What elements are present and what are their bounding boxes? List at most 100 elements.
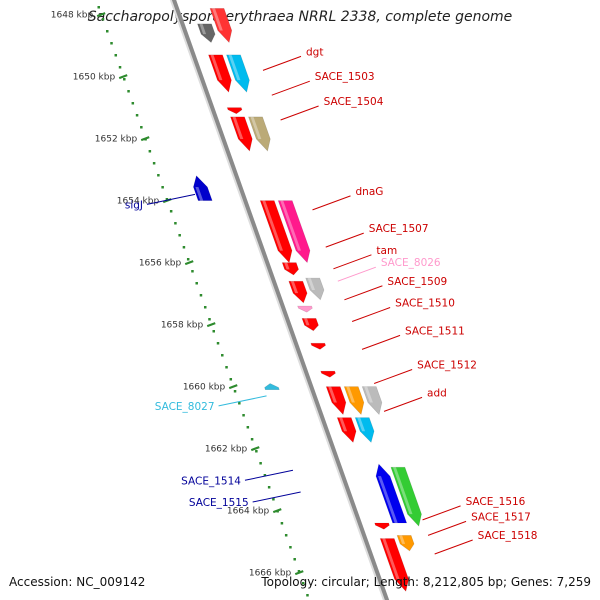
feature-shape[interactable] (226, 107, 243, 115)
ruler-dot (186, 258, 190, 261)
ruler-dot (289, 546, 292, 549)
feature-label-text[interactable]: dnaG (356, 186, 384, 198)
feature-shape[interactable] (264, 383, 280, 391)
feature-arrow-sace_1507[interactable] (281, 262, 299, 276)
feature-arrow[interactable] (343, 386, 365, 416)
feature-arrow-dgt[interactable] (208, 54, 232, 93)
feature-shape[interactable] (310, 342, 326, 350)
ruler-dot (191, 270, 194, 273)
feature-shape[interactable] (301, 318, 319, 332)
feature-label-tam[interactable]: tam (333, 245, 397, 270)
feature-arrow[interactable] (226, 107, 243, 115)
feature-shape[interactable] (230, 116, 253, 152)
feature-shape[interactable] (197, 23, 216, 43)
feature-label-sace_1503[interactable]: SACE_1503 (271, 71, 375, 96)
feature-shape[interactable] (396, 535, 415, 552)
feature-shape[interactable] (320, 370, 336, 378)
feature-shape[interactable] (390, 466, 422, 527)
feature-arrow-sace_1514[interactable] (390, 466, 422, 527)
feature-label-text[interactable]: SACE_1503 (315, 71, 375, 83)
feature-arrow[interactable] (197, 23, 216, 43)
feature-arrow-sace_1512[interactable] (320, 370, 336, 378)
feature-label-add[interactable]: add (383, 387, 447, 412)
feature-shape[interactable] (361, 386, 383, 416)
feature-shape[interactable] (208, 54, 232, 93)
feature-arrow-sace_1510[interactable] (301, 318, 319, 332)
feature-label-sace_1507[interactable]: SACE_1507 (325, 223, 429, 248)
feature-arrow[interactable] (230, 116, 253, 152)
feature-arrow-sigj[interactable] (193, 175, 213, 201)
feature-label-sace_1514[interactable]: SACE_1514 (181, 469, 294, 487)
feature-shape[interactable] (277, 200, 311, 264)
feature-arrow-sace_1515[interactable] (375, 463, 408, 524)
feature-shape[interactable] (226, 54, 250, 93)
feature-arrow[interactable] (354, 417, 375, 443)
feature-arrow[interactable] (209, 8, 233, 44)
feature-label-text[interactable]: sigJ (125, 199, 143, 211)
feature-shape[interactable] (325, 386, 347, 416)
feature-arrow-sace_1509[interactable] (297, 305, 313, 313)
feature-arrow-sace_1518[interactable] (379, 538, 409, 592)
feature-shape[interactable] (343, 386, 365, 416)
feature-label-sigj[interactable]: sigJ (125, 193, 196, 211)
feature-shape[interactable] (209, 8, 233, 44)
feature-label-sace_1512[interactable]: SACE_1512 (373, 360, 477, 384)
feature-label-sace_1516[interactable]: SACE_1516 (422, 496, 526, 521)
feature-shape[interactable] (305, 277, 325, 301)
feature-shape[interactable] (375, 463, 408, 524)
feature-arrow-sace_1517[interactable] (396, 535, 415, 552)
feature-label-dnag[interactable]: dnaG (312, 186, 384, 211)
feature-arrow-add[interactable] (336, 417, 357, 443)
feature-label-text[interactable]: SACE_1512 (417, 360, 477, 372)
feature-arrow-sace_1504[interactable] (248, 116, 271, 152)
feature-label-text[interactable]: SACE_1514 (181, 475, 241, 487)
feature-label-sace_1509[interactable]: SACE_1509 (344, 276, 447, 301)
feature-shape[interactable] (248, 116, 271, 152)
feature-label-text[interactable]: SACE_1517 (471, 511, 531, 523)
feature-shape[interactable] (281, 262, 299, 276)
feature-shape[interactable] (297, 305, 313, 313)
feature-label-text[interactable]: tam (376, 245, 397, 257)
feature-label-text[interactable]: SACE_1511 (405, 325, 465, 337)
feature-arrow-sace_1503[interactable] (226, 54, 250, 93)
feature-label-text[interactable]: SACE_1507 (369, 223, 429, 235)
feature-arrow[interactable] (259, 200, 293, 264)
feature-arrow-dnag[interactable] (277, 200, 311, 264)
feature-label-sace_1517[interactable]: SACE_1517 (427, 511, 531, 536)
feature-label-text[interactable]: SACE_1504 (324, 96, 384, 108)
feature-shape[interactable] (336, 417, 357, 443)
feature-label-text[interactable]: SACE_8026 (381, 257, 441, 269)
feature-label-sace_1504[interactable]: SACE_1504 (280, 96, 384, 121)
feature-label-sace_1510[interactable]: SACE_1510 (351, 298, 455, 322)
feature-shape[interactable] (193, 175, 213, 201)
feature-arrow-sace_1516[interactable] (374, 522, 390, 530)
feature-shape[interactable] (288, 280, 308, 304)
feature-arrow[interactable] (325, 386, 347, 416)
feature-arrow-sace_8026[interactable] (305, 277, 325, 301)
feature-label-sace_8027[interactable]: SACE_8027 (155, 395, 267, 413)
feature-shape[interactable] (374, 522, 390, 530)
feature-arrow-tam[interactable] (288, 280, 308, 304)
feature-label-sace_1515[interactable]: SACE_1515 (189, 491, 301, 509)
feature-label-text[interactable]: dgt (306, 46, 323, 58)
feature-label-text[interactable]: SACE_1509 (387, 276, 447, 288)
feature-label-dgt[interactable]: dgt (262, 46, 323, 71)
feature-shape[interactable] (259, 200, 293, 264)
feature-label-sace_8026[interactable]: SACE_8026 (337, 257, 441, 282)
feature-label-text[interactable]: SACE_1518 (478, 530, 538, 542)
feature-arrow[interactable] (361, 386, 383, 416)
feature-shape[interactable] (354, 417, 375, 443)
feature-shape[interactable] (379, 538, 409, 592)
feature-label-text[interactable]: SACE_1515 (189, 497, 249, 509)
feature-arrow-sace_1511[interactable] (310, 342, 326, 350)
feature-label-sace_1518[interactable]: SACE_1518 (434, 530, 538, 555)
feature-label-text[interactable]: SACE_1510 (395, 298, 455, 310)
feature-arrow-sace_8027[interactable] (264, 383, 280, 391)
feature-label-text[interactable]: add (427, 387, 447, 399)
ruler-dot (250, 438, 254, 441)
feature-label-text[interactable]: SACE_1516 (466, 496, 526, 508)
ruler-dot (272, 498, 275, 501)
feature-label-sace_1511[interactable]: SACE_1511 (361, 325, 465, 350)
feature-label-text[interactable]: SACE_8027 (155, 401, 215, 413)
